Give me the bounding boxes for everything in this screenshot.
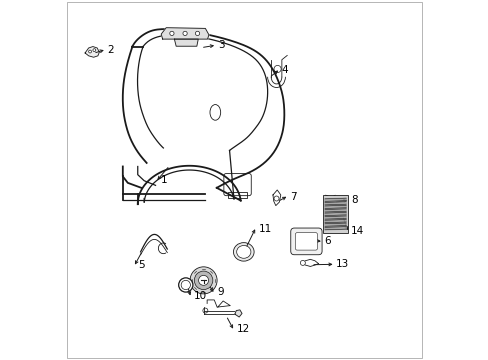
Text: 7: 7 [289,192,296,202]
Text: 8: 8 [350,195,357,205]
Ellipse shape [236,246,250,258]
Polygon shape [324,220,346,223]
Polygon shape [234,310,242,317]
Polygon shape [324,202,346,205]
FancyBboxPatch shape [290,228,322,255]
Polygon shape [324,212,346,216]
Circle shape [190,267,217,294]
Polygon shape [85,46,99,57]
Circle shape [178,278,192,292]
Text: 4: 4 [281,66,288,75]
Polygon shape [324,223,346,226]
Text: 11: 11 [258,224,271,234]
Circle shape [194,271,212,289]
Circle shape [181,280,190,289]
Text: 5: 5 [138,260,145,270]
Text: 6: 6 [324,236,330,246]
Ellipse shape [233,243,254,261]
Bar [228,192,246,198]
Circle shape [195,31,199,36]
Circle shape [169,31,174,36]
Text: 2: 2 [107,45,114,55]
Text: 3: 3 [217,40,224,50]
Polygon shape [324,226,346,230]
Polygon shape [324,205,346,208]
Circle shape [183,31,187,36]
Circle shape [88,50,91,53]
Circle shape [300,260,305,265]
Circle shape [198,275,208,285]
Text: 9: 9 [217,287,224,297]
Text: 1: 1 [161,175,167,185]
Polygon shape [324,216,346,219]
Bar [323,195,347,233]
Polygon shape [324,209,346,212]
Polygon shape [161,28,208,39]
Circle shape [93,49,96,51]
Polygon shape [324,198,346,201]
Text: 13: 13 [336,259,349,269]
Polygon shape [174,39,198,46]
Circle shape [203,308,207,313]
FancyBboxPatch shape [295,233,317,250]
Text: 14: 14 [350,225,364,235]
Text: 10: 10 [194,291,207,301]
Circle shape [273,196,279,201]
Text: 12: 12 [236,324,249,334]
Circle shape [273,66,281,72]
